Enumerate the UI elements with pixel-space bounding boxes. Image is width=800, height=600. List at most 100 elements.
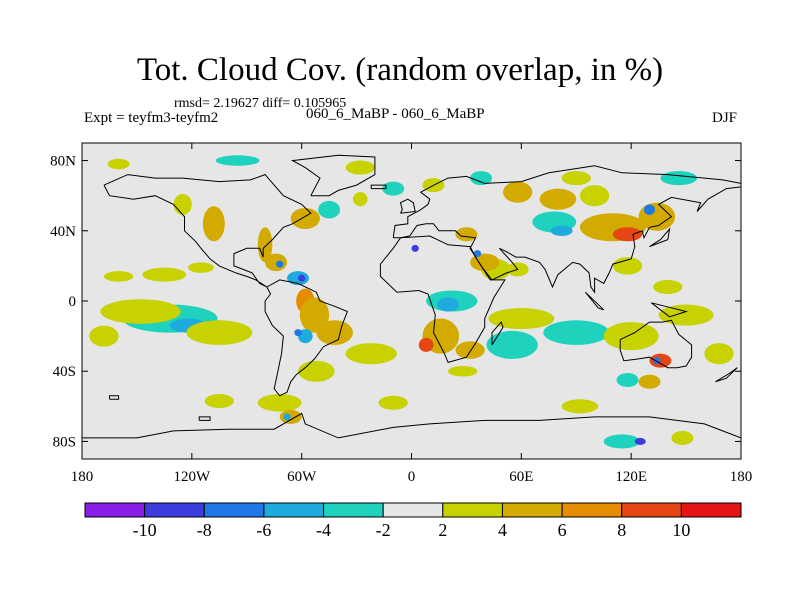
colorbar-swatch — [203, 502, 265, 518]
anomaly-region — [265, 253, 288, 272]
anomaly-region — [579, 185, 610, 207]
colorbar: -10 -8 -6 -4 -2 2 4 6 8 10 — [84, 502, 742, 540]
coastline — [290, 154, 376, 197]
anomaly-region — [352, 192, 368, 207]
anomaly-region — [316, 320, 353, 345]
coastline — [619, 319, 693, 369]
colorbar-label: -2 — [376, 520, 391, 540]
anomaly-region — [294, 329, 302, 337]
x-tick-label: 180 — [71, 469, 94, 485]
anomaly-region — [276, 260, 284, 268]
anomaly-region — [638, 374, 661, 389]
colorbar-swatch — [323, 502, 384, 518]
anomaly-region — [612, 257, 643, 275]
anomaly-region — [616, 372, 639, 388]
colorbar-label: 6 — [558, 520, 567, 540]
anomaly-region — [561, 171, 591, 186]
anomaly-region — [378, 395, 408, 410]
anomaly-region — [612, 227, 643, 242]
anomaly-field — [89, 155, 734, 449]
anomaly-region — [290, 207, 320, 230]
anomaly-region — [215, 155, 260, 166]
anomaly-region — [543, 320, 610, 345]
anomaly-region — [470, 253, 500, 272]
anomaly-region — [411, 244, 419, 252]
coastline — [649, 227, 671, 248]
coastline — [370, 184, 387, 190]
anomaly-region — [142, 267, 187, 282]
colorbar-swatch — [561, 502, 623, 518]
anomaly-region — [382, 181, 405, 196]
anomaly-region — [643, 204, 655, 215]
x-tick-label: 120E — [615, 469, 647, 485]
colorbar-label: -8 — [197, 520, 212, 540]
x-tick-label: 0 — [408, 469, 416, 485]
colorbar-label: 4 — [498, 520, 507, 540]
chart-title: Tot. Cloud Cov. (random overlap, in %) — [136, 52, 664, 88]
colorbar-label: -6 — [256, 520, 271, 540]
x-tick-label: 60W — [287, 469, 317, 485]
anomaly-region — [473, 250, 482, 258]
stats-subtitle: rmsd= 2.19627 diff= 0.105965 — [174, 96, 347, 111]
anomaly-region — [298, 360, 335, 382]
anomaly-region — [448, 365, 478, 377]
colorbar-swatch — [263, 502, 325, 518]
colorbar-swatch — [84, 502, 146, 518]
y-tick-label: 80S — [53, 434, 76, 450]
colorbar-label: 2 — [438, 520, 447, 540]
plot-background — [82, 143, 741, 459]
y-tick-label: 80N — [50, 154, 76, 170]
anomaly-region — [488, 308, 555, 330]
anomaly-region — [283, 413, 291, 421]
y-tick-label: 40S — [53, 364, 76, 380]
anomaly-region — [437, 297, 460, 312]
anomaly-region — [539, 188, 577, 210]
y-tick-label: 40N — [50, 224, 76, 240]
continent-outlines — [82, 154, 741, 439]
anomaly-region — [671, 430, 694, 445]
coastline — [715, 367, 738, 383]
anomaly-region — [345, 343, 397, 365]
anomaly-region — [653, 279, 683, 294]
x-tick-label: 60E — [509, 469, 533, 485]
anomaly-region — [173, 193, 192, 215]
x-tick-label: 120W — [173, 469, 211, 485]
anomaly-region — [318, 200, 341, 219]
colorbar-swatch — [501, 502, 563, 518]
anomaly-region — [658, 304, 714, 326]
colorbar-swatch — [621, 502, 682, 518]
season-label: DJF — [712, 110, 738, 126]
coastline — [379, 235, 506, 364]
coastline — [491, 321, 504, 346]
coastline — [198, 416, 211, 421]
anomaly-region — [107, 158, 130, 170]
anomaly-region — [649, 353, 672, 368]
colorbar-label: 10 — [672, 520, 690, 540]
anomaly-region — [660, 171, 698, 186]
anomaly-region — [455, 341, 485, 359]
anomaly-region — [550, 225, 573, 237]
coastline — [103, 174, 312, 288]
anomaly-region — [188, 262, 214, 273]
coastline — [264, 279, 349, 397]
anomaly-region — [103, 271, 134, 282]
colorbar-swatch — [442, 502, 503, 518]
coastline — [650, 302, 688, 318]
experiment-label: Expt = teyfm3-teyfm2 — [84, 110, 219, 126]
anomaly-region — [470, 171, 493, 186]
anomaly-region — [486, 330, 538, 359]
anomaly-region — [704, 343, 734, 365]
colorbar-swatch — [382, 502, 444, 518]
coastline — [392, 165, 741, 294]
coastline — [109, 395, 120, 400]
anomaly-region — [603, 434, 641, 449]
anomaly-region — [638, 202, 676, 231]
anomaly-region — [603, 322, 659, 351]
anomaly-region — [634, 437, 646, 445]
coastline — [82, 412, 741, 439]
anomaly-region — [418, 337, 434, 352]
anomaly-region — [186, 320, 253, 345]
anomaly-region — [89, 325, 119, 347]
anomaly-region — [202, 206, 225, 242]
